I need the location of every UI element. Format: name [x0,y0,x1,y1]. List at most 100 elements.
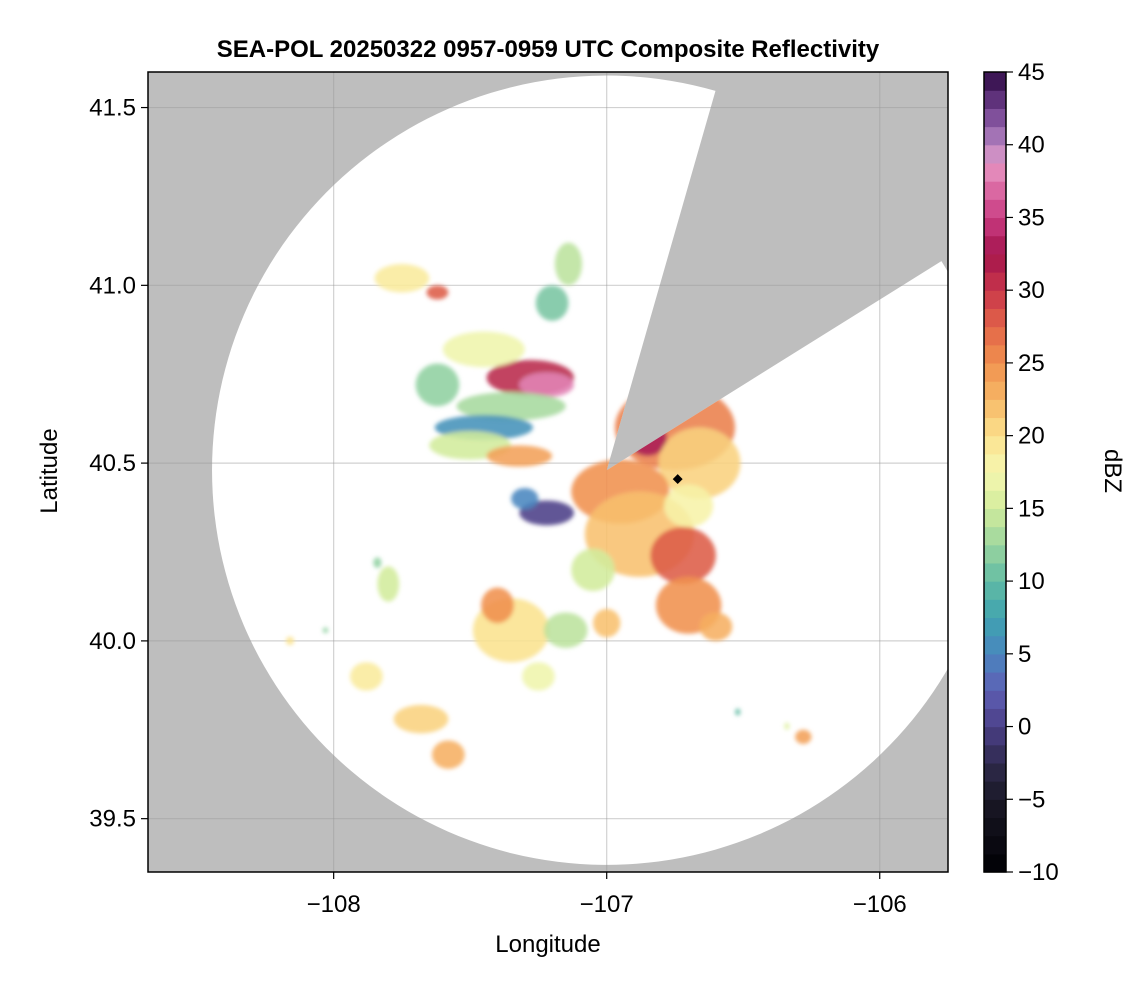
site-marker [672,474,683,485]
colorbar-segment [984,381,1006,400]
y-tick-label: 40.0 [89,628,136,655]
y-axis-ticks: 39.5 40.0 40.5 41.0 41.5 [89,95,148,833]
echo-cell [442,331,525,368]
colorbar-segment [984,362,1006,382]
colorbar-segment [984,562,1006,582]
colorbar-tick-label: 45 [1018,59,1045,86]
echo-cell [511,488,539,510]
colorbar-segment [984,253,1006,273]
colorbar-segment [984,235,1006,255]
echo-cell [456,392,566,421]
echo-cell [373,557,382,569]
echo-cell [664,484,714,528]
colorbar-frame [983,71,1007,873]
colorbar-segment [984,708,1006,728]
colorbar-segment [984,526,1006,546]
colorbar-segment [984,472,1006,491]
echo-cell [795,729,812,745]
colorbar-segment [984,672,1006,691]
colorbar-segment [984,817,1006,837]
echo-cell [522,662,555,691]
echo-cell [415,363,460,407]
colorbar-segment [984,290,1006,309]
plot-area [148,72,948,872]
colorbar-tick-label: 25 [1018,350,1045,377]
colorbar-segment [984,617,1006,637]
colorbar-segment [984,726,1006,746]
colorbar-tick-label: 15 [1018,495,1045,522]
colorbar-segment [984,853,1006,873]
colorbar-segment [984,490,1006,509]
x-axis-ticks: −108 −107 −106 [307,872,907,918]
colorbar-segment [984,326,1006,346]
echo-cell [431,740,465,769]
echo-cell [374,264,430,293]
echo-cell [554,242,583,286]
colorbar-ticks: −10 −5 0 5 10 15 20 25 30 35 40 45 [1006,59,1059,886]
echo-cell [393,704,449,734]
y-axis-label: Latitude [36,428,63,513]
echo-cell [486,445,553,467]
colorbar-segment [984,126,1006,146]
colorbar-segment [984,781,1006,800]
echo-cell [350,662,383,691]
x-tick-label: −108 [307,891,361,918]
colorbar-segment [984,344,1006,364]
colorbar-segment [984,108,1006,128]
echo-cell [322,627,329,634]
echo-cell [519,372,574,398]
colorbar-tick-label: 35 [1018,204,1045,231]
echo-cell [650,527,716,584]
colorbar-segment [984,399,1006,419]
echo-cell [784,722,790,730]
colorbar-label: dBZ [1099,449,1126,493]
colorbar-tick-label: 0 [1018,714,1031,741]
x-tick-label: −106 [853,891,907,918]
echo-cell [426,285,449,300]
colorbar-segment [984,144,1006,164]
colorbar-segment [984,453,1006,473]
colorbar-segment [984,581,1006,600]
x-axis-label: Longitude [495,931,600,958]
colorbar-segment [984,653,1006,673]
colorbar-segment [984,635,1006,655]
x-tick-label: −107 [580,891,634,918]
colorbar-segment [984,272,1006,291]
colorbar-segment [984,835,1006,855]
colorbar-tick-label: 10 [1018,568,1045,595]
echo-cell [535,285,569,321]
colorbar-tick-label: 5 [1018,641,1031,668]
plot-frame [147,71,949,873]
colorbar-tick-label: 40 [1018,132,1045,159]
echo-cell [699,612,733,641]
echo-cell [543,612,588,648]
echo-cell [735,708,741,716]
colorbar-segment [984,217,1006,237]
colorbar-tick-label: −10 [1018,859,1059,886]
y-tick-label: 41.5 [89,95,136,122]
colorbar-segment [984,72,1006,91]
colorbar-segment [984,690,1006,709]
y-tick-label: 41.0 [89,272,136,299]
echo-cell [481,587,514,624]
colorbar-tick-label: −5 [1018,786,1045,813]
y-tick-label: 40.5 [89,450,136,477]
colorbar-segment [984,799,1006,819]
echo-cell [571,548,615,592]
colorbar-segment [984,435,1006,455]
echo-cell [593,608,621,638]
echo-cell [285,636,295,646]
colorbar [983,71,1007,873]
chart-title: SEA-POL 20250322 0957-0959 UTC Composite… [217,36,880,63]
echo-cell [377,566,400,602]
colorbar-segment [984,162,1006,182]
colorbar-segment [984,417,1006,437]
colorbar-segment [984,90,1006,109]
colorbar-segment [984,508,1006,528]
colorbar-segment [984,744,1006,764]
colorbar-segment [984,199,1006,219]
colorbar-segment [984,181,1006,200]
y-tick-label: 39.5 [89,806,136,833]
colorbar-segment [984,544,1006,564]
